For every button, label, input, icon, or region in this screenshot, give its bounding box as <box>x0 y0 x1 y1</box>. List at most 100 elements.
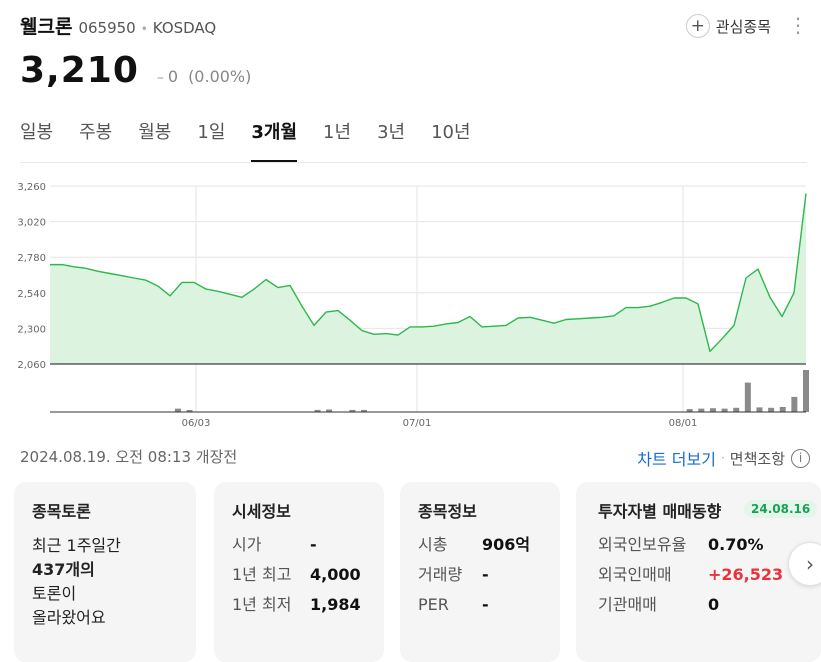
y-tick-label: 2,300 <box>17 324 46 335</box>
x-tick-label: 06/03 <box>182 418 211 429</box>
info-label: 외국인매매 <box>598 565 672 584</box>
tab-1year[interactable]: 1년 <box>323 122 352 143</box>
discussion-text: 최근 1주일간 437개의 토론이 올라왔어요 <box>32 534 121 630</box>
card-title: 종목토론 <box>32 502 91 521</box>
chart-links: 차트 더보기 · 면책조항 i <box>637 446 810 470</box>
chevron-right-icon[interactable]: › <box>788 542 821 586</box>
info-value: - <box>482 595 489 614</box>
stock-title-row: 웰크론 065950 • KOSDAQ <box>20 12 809 39</box>
card-title: 시세정보 <box>232 502 291 521</box>
change-dash: – <box>156 70 164 86</box>
volume-bar <box>698 408 705 412</box>
info-value: 4,000 <box>310 565 361 584</box>
volume-bar <box>756 407 763 412</box>
info-value: - <box>310 535 317 554</box>
y-tick-label: 3,020 <box>17 218 46 229</box>
discussion-line: 토론이 <box>32 584 77 603</box>
volume-bar <box>803 370 809 412</box>
investor-list: 외국인보유율 0.70% 외국인매매 +26,523 기관매매 0 <box>598 530 783 620</box>
info-row: 거래량 - <box>418 560 530 590</box>
info-label: 시총 <box>418 535 448 554</box>
discussion-card[interactable]: 종목토론 최근 1주일간 437개의 토론이 올라왔어요 <box>14 482 196 662</box>
info-row: 기관매매 0 <box>598 590 783 620</box>
tab-daily[interactable]: 일봉 <box>20 122 54 143</box>
volume-bar <box>686 409 693 412</box>
separator-dot: · <box>720 451 725 465</box>
price-change-percent: (0.00%) <box>188 67 252 86</box>
tab-1day[interactable]: 1일 <box>197 122 226 143</box>
kebab-icon[interactable]: ⋮ <box>788 13 808 37</box>
price-row: 3,210 – 0 (0.00%) <box>20 50 251 91</box>
info-value: 1,984 <box>310 595 361 614</box>
volume-bar <box>349 409 356 412</box>
info-row: 시총 906억 <box>418 530 530 560</box>
info-value: 0 <box>708 595 720 614</box>
x-tick-label: 07/01 <box>403 418 432 429</box>
tab-3months[interactable]: 3개월 <box>251 116 298 162</box>
info-value: 0.70% <box>708 535 764 554</box>
volume-bar <box>744 382 751 412</box>
discussion-line: 437개의 <box>32 558 121 582</box>
info-label: 1년 최저 <box>232 595 292 614</box>
info-value: +26,523 <box>708 565 784 584</box>
info-row: 외국인매매 +26,523 <box>598 560 783 590</box>
stock-header: 웰크론 065950 • KOSDAQ + 관심종목 ⋮ 3,210 – 0 (… <box>20 12 809 102</box>
info-row: 외국인보유율 0.70% <box>598 530 783 560</box>
tab-3years[interactable]: 3년 <box>377 122 406 143</box>
y-tick-label: 2,540 <box>17 289 46 300</box>
market-info-list: 시가 - 1년 최고 4,000 1년 최저 1,984 <box>232 530 361 620</box>
post-count: 437개의 <box>32 560 95 579</box>
market-info-card[interactable]: 시세정보 시가 - 1년 최고 4,000 1년 최저 1,984 <box>214 482 384 662</box>
stock-name: 웰크론 <box>20 16 73 38</box>
more-chart-link[interactable]: 차트 더보기 <box>637 450 716 469</box>
tab-10years[interactable]: 10년 <box>431 122 471 143</box>
info-label: 기관매매 <box>598 595 657 614</box>
tab-weekly[interactable]: 주봉 <box>79 122 113 143</box>
price-chart[interactable]: 3,260 3,020 2,780 2,540 2,300 2,060 06/03 07/01… <box>0 172 821 432</box>
plus-icon: + <box>685 14 710 38</box>
volume-bar <box>174 408 181 412</box>
volume-bar <box>361 409 368 412</box>
volume-bar <box>733 407 740 412</box>
info-label: 거래량 <box>418 565 463 584</box>
status-row: 2024.08.19. 오전 08:13 개장전 차트 더보기 · 면책조항 i <box>20 446 810 470</box>
volume-bar <box>186 410 193 412</box>
volume-bar <box>779 406 786 412</box>
add-watchlist-button[interactable]: + 관심종목 <box>685 14 771 38</box>
y-tick-label: 2,060 <box>17 360 46 371</box>
volume-bar <box>768 407 775 412</box>
info-label: 1년 최고 <box>232 565 292 584</box>
volume-bar <box>326 409 333 412</box>
volume-bar <box>709 408 716 412</box>
volume-bar <box>314 409 321 412</box>
info-label: 외국인보유율 <box>598 535 687 554</box>
discussion-line: 올라왔어요 <box>32 608 106 627</box>
info-row: 시가 - <box>232 530 361 560</box>
info-icon[interactable]: i <box>791 448 810 468</box>
info-value: 906억 <box>482 535 531 554</box>
info-value: - <box>482 565 489 584</box>
disclaimer-link[interactable]: 면책조항 <box>729 449 785 468</box>
stock-code: 065950 <box>78 19 136 37</box>
price-line <box>49 193 807 353</box>
watchlist-label: 관심종목 <box>715 17 771 36</box>
volume-bar <box>721 408 728 412</box>
price-area <box>50 193 806 364</box>
investor-trend-card[interactable]: 투자자별 매매동향 24.08.16 외국인보유율 0.70% 외국인매매 +26,… <box>576 482 821 662</box>
period-tabs: 일봉 주봉 월봉 1일 3개월 1년 3년 10년 <box>20 116 807 163</box>
info-row: 1년 최고 4,000 <box>232 560 361 590</box>
market-name: KOSDAQ <box>152 19 217 37</box>
stock-info-list: 시총 906억 거래량 - PER - <box>418 530 530 620</box>
tab-monthly[interactable]: 월봉 <box>138 122 172 143</box>
volume-bar <box>791 396 798 412</box>
timestamp: 2024.08.19. 오전 08:13 개장전 <box>20 448 238 466</box>
info-row: PER - <box>418 590 530 620</box>
stock-info-card[interactable]: 종목정보 시총 906억 거래량 - PER - <box>400 482 560 662</box>
discussion-line: 최근 1주일간 <box>32 536 121 555</box>
price-change: 0 <box>167 67 179 86</box>
card-title: 투자자별 매매동향 <box>598 502 722 521</box>
y-tick-label: 2,780 <box>17 253 46 264</box>
current-price: 3,210 <box>20 50 139 91</box>
separator-dot: • <box>140 22 148 36</box>
info-label: 시가 <box>232 535 262 554</box>
